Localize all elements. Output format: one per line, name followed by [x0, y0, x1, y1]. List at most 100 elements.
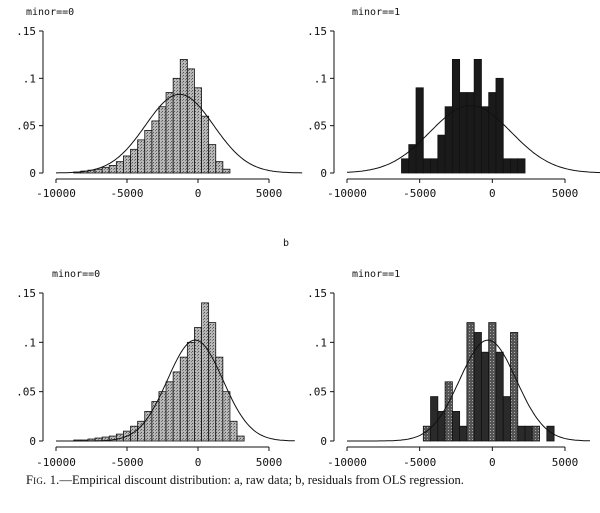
chart-panel-1: minor==0 0 .05 .1 .15 -10000 -5000 0 5000	[16, 7, 303, 200]
x-tick-label: -10000	[36, 187, 76, 200]
histogram-bar	[459, 92, 468, 174]
x-tick-label: -10000	[327, 187, 367, 200]
x-tick-label: 0	[195, 456, 202, 469]
x-tick-label: -5000	[110, 456, 143, 469]
histogram-bar	[123, 155, 131, 174]
panel-title: minor==1	[352, 269, 400, 280]
y-tick-label: .1	[314, 336, 327, 349]
y-tick-label: .15	[307, 25, 327, 38]
histogram-bar	[172, 371, 181, 442]
panel-title: minor==0	[52, 269, 100, 280]
histogram-bar	[144, 129, 153, 174]
histogram-bar	[94, 168, 103, 174]
histogram-bar	[502, 396, 511, 442]
y-tick-label: .05	[16, 120, 36, 133]
x-tick-label: -5000	[110, 187, 143, 200]
y-tick-label: .1	[23, 336, 36, 349]
panel-title: minor==0	[26, 7, 74, 18]
histogram-bar	[495, 77, 504, 174]
x-tick-label: 5000	[256, 456, 283, 469]
histogram-bar	[502, 158, 511, 174]
x-tick-label: -5000	[403, 456, 436, 469]
histogram-bar	[422, 158, 431, 174]
histogram-bar	[130, 148, 139, 174]
histogram-bar	[222, 168, 231, 174]
histogram-bar	[151, 401, 160, 442]
histogram-bar	[201, 115, 210, 174]
y-tick-label: 0	[29, 167, 36, 180]
y-tick-label: .15	[16, 25, 36, 38]
panel-title: minor==1	[352, 7, 400, 18]
chart-panel-3: minor==0 0 .05 .1 .15 -10000 -5000 0 5000	[16, 269, 295, 469]
histogram-bar	[208, 144, 217, 174]
histogram-bar	[437, 410, 446, 442]
histogram-bar	[473, 332, 482, 442]
histogram-bar	[517, 425, 526, 442]
chart-panel-4: minor==1 0 .05 .1 .15 -10000 -5000 0 5000	[307, 269, 590, 469]
histogram-bar	[236, 435, 245, 442]
histogram-bar	[158, 106, 167, 174]
histogram-bar	[531, 425, 540, 442]
histogram-bar	[137, 420, 146, 442]
histogram-bar	[201, 302, 210, 442]
histogram-bar	[444, 381, 453, 442]
y-tick-label: .1	[314, 72, 327, 85]
x-tick-label: 5000	[552, 456, 579, 469]
histogram-bar	[172, 77, 181, 174]
y-tick-label: .05	[307, 386, 327, 399]
y-tick-label: 0	[320, 167, 327, 180]
x-tick-label: -5000	[403, 187, 436, 200]
histogram-bar	[466, 322, 475, 442]
x-tick-label: 5000	[552, 187, 579, 200]
x-tick-label: -10000	[327, 456, 367, 469]
histogram-bar	[488, 92, 497, 174]
histogram-bar	[495, 351, 504, 442]
normal-density-curve	[347, 339, 590, 442]
histogram-bar	[415, 87, 424, 174]
histogram-bar	[524, 425, 533, 442]
histogram-bar	[510, 158, 519, 174]
histogram-bar	[459, 425, 468, 442]
x-tick-label: 5000	[256, 187, 283, 200]
histogram-bar	[451, 59, 461, 174]
histogram-bar	[481, 106, 490, 174]
histogram-bar	[165, 92, 174, 174]
x-tick-label: 0	[489, 187, 496, 200]
histogram-bar	[165, 381, 174, 442]
histogram-bar	[510, 332, 519, 442]
histogram-bar	[179, 356, 188, 442]
histogram-bar	[158, 391, 167, 442]
x-tick-label: -10000	[36, 456, 76, 469]
histogram-bar	[430, 396, 439, 442]
caption-text: —Empirical discount distribution: a, raw…	[59, 473, 464, 487]
y-tick-label: .1	[23, 72, 36, 85]
histogram-bar	[222, 391, 231, 442]
histogram-bar	[194, 327, 202, 442]
histogram-bar	[137, 139, 146, 174]
histogram-bar	[517, 158, 526, 174]
histogram-bar	[115, 161, 124, 174]
figure-caption: Fig. 1.—Empirical discount distribution:…	[26, 472, 582, 488]
y-tick-label: 0	[320, 435, 327, 448]
histogram-bar	[215, 356, 224, 442]
histogram-bar	[437, 134, 446, 174]
histogram-bar	[101, 166, 110, 174]
histogram-bar	[401, 158, 410, 174]
histogram-bar	[108, 165, 117, 174]
histogram-bar	[144, 410, 153, 442]
histogram-bar	[451, 410, 461, 442]
histogram-bar	[466, 92, 475, 174]
y-tick-label: .15	[16, 287, 36, 300]
histogram-bar	[179, 59, 188, 174]
y-tick-label: .05	[307, 120, 327, 133]
histogram-bar	[151, 120, 160, 174]
histogram-bar	[546, 425, 555, 442]
y-tick-label: .05	[16, 386, 36, 399]
normal-density-curve	[56, 93, 303, 174]
histogram-bar	[481, 351, 490, 442]
histogram-bar	[208, 322, 217, 442]
histogram-bar	[194, 87, 202, 174]
histogram-bar	[473, 59, 482, 174]
y-tick-label: .15	[307, 287, 327, 300]
x-tick-label: 0	[195, 187, 202, 200]
